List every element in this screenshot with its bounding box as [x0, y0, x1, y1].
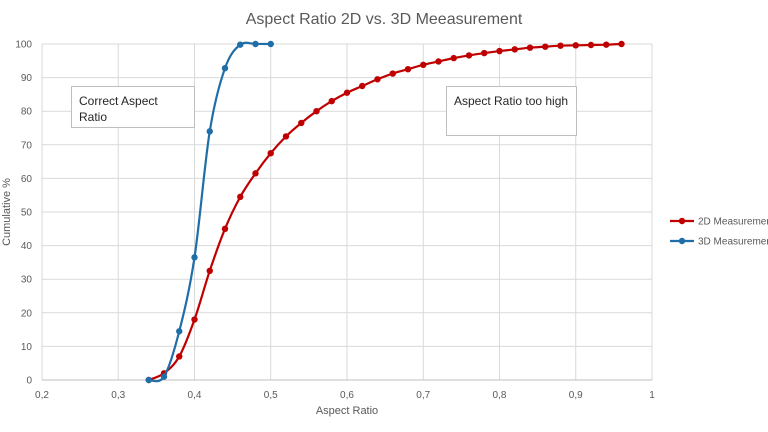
data-point — [557, 42, 564, 49]
y-tick-label: 70 — [21, 140, 33, 151]
data-point — [221, 64, 229, 72]
x-tick-label: 0,8 — [493, 390, 507, 401]
y-tick-label: 50 — [21, 208, 33, 219]
data-point — [420, 61, 427, 69]
data-point — [511, 46, 518, 53]
y-tick-labels: 0 10 20 30 40 50 60 70 80 90 100 — [15, 40, 32, 387]
data-point — [435, 58, 442, 65]
y-tick-label: 0 — [26, 376, 32, 387]
x-axis-label: Aspect Ratio — [316, 405, 378, 417]
legend-entry: 3D Measurement — [698, 237, 768, 248]
data-point — [267, 150, 274, 157]
data-point — [328, 97, 335, 105]
series-line — [148, 41, 271, 383]
data-point — [282, 133, 290, 140]
x-tick-label: 0,3 — [111, 390, 125, 401]
data-point — [252, 40, 259, 48]
data-point — [191, 254, 198, 261]
data-point — [572, 42, 579, 49]
y-tick-label: 20 — [21, 308, 33, 319]
data-point — [465, 52, 473, 59]
x-tick-labels: 0,2 0,3 0,4 0,5 0,6 0,7 0,8 0,9 1 — [35, 390, 655, 401]
data-point — [404, 66, 412, 73]
data-point — [237, 193, 244, 201]
y-tick-label: 90 — [21, 73, 33, 84]
data-point — [542, 43, 549, 50]
data-point — [252, 170, 259, 177]
x-tick-label: 0,6 — [340, 390, 354, 401]
annotation-aspect-ratio-too-high: Aspect Ratio too high — [446, 86, 577, 136]
data-point — [481, 49, 488, 57]
data-point — [603, 41, 610, 48]
gridlines — [41, 43, 653, 381]
x-tick-label: 0,9 — [569, 390, 583, 401]
series-group — [145, 40, 625, 384]
data-point — [221, 225, 229, 232]
data-point — [145, 376, 152, 384]
y-axis-label: Cumulative % — [1, 178, 13, 246]
data-point — [191, 316, 198, 323]
y-tick-label: 10 — [21, 342, 33, 353]
data-point — [374, 76, 381, 83]
x-tick-label: 1 — [649, 390, 655, 401]
annotation-text: Aspect Ratio too high — [454, 94, 569, 108]
data-point — [206, 128, 213, 135]
legend-swatch-marker — [678, 237, 686, 245]
y-tick-label: 30 — [21, 275, 33, 286]
data-point — [267, 40, 274, 48]
data-point — [237, 41, 244, 48]
legend-entry: 2D Measurement — [698, 217, 768, 228]
legend-swatch-marker — [678, 217, 686, 225]
annotation-text: Correct Aspect Ratio — [79, 94, 158, 124]
data-point — [496, 47, 503, 55]
x-tick-label: 0,2 — [35, 390, 49, 401]
y-tick-label: 80 — [21, 107, 33, 118]
data-point — [313, 108, 320, 115]
y-tick-label: 100 — [15, 40, 32, 51]
data-point — [298, 119, 305, 127]
annotation-correct-aspect-ratio: Correct Aspect Ratio — [71, 86, 195, 128]
data-point — [206, 267, 213, 274]
data-point — [450, 54, 457, 62]
x-tick-label: 0,7 — [416, 390, 430, 401]
data-point — [587, 41, 595, 49]
x-tick-label: 0,5 — [264, 390, 278, 401]
legend: 2D Measurement 3D Measurement — [670, 217, 768, 248]
data-point — [176, 328, 183, 335]
y-tick-label: 40 — [21, 241, 33, 252]
data-point — [160, 373, 168, 380]
data-point — [618, 40, 625, 48]
chart-title: Aspect Ratio 2D vs. 3D Meeasurement — [246, 11, 523, 28]
data-point — [343, 89, 351, 96]
series-3d-measurement — [145, 40, 274, 384]
data-point — [389, 70, 396, 77]
x-tick-label: 0,4 — [188, 390, 202, 401]
data-point — [176, 353, 183, 360]
y-tick-label: 60 — [21, 174, 33, 185]
data-point — [359, 82, 366, 90]
data-point — [526, 44, 534, 51]
